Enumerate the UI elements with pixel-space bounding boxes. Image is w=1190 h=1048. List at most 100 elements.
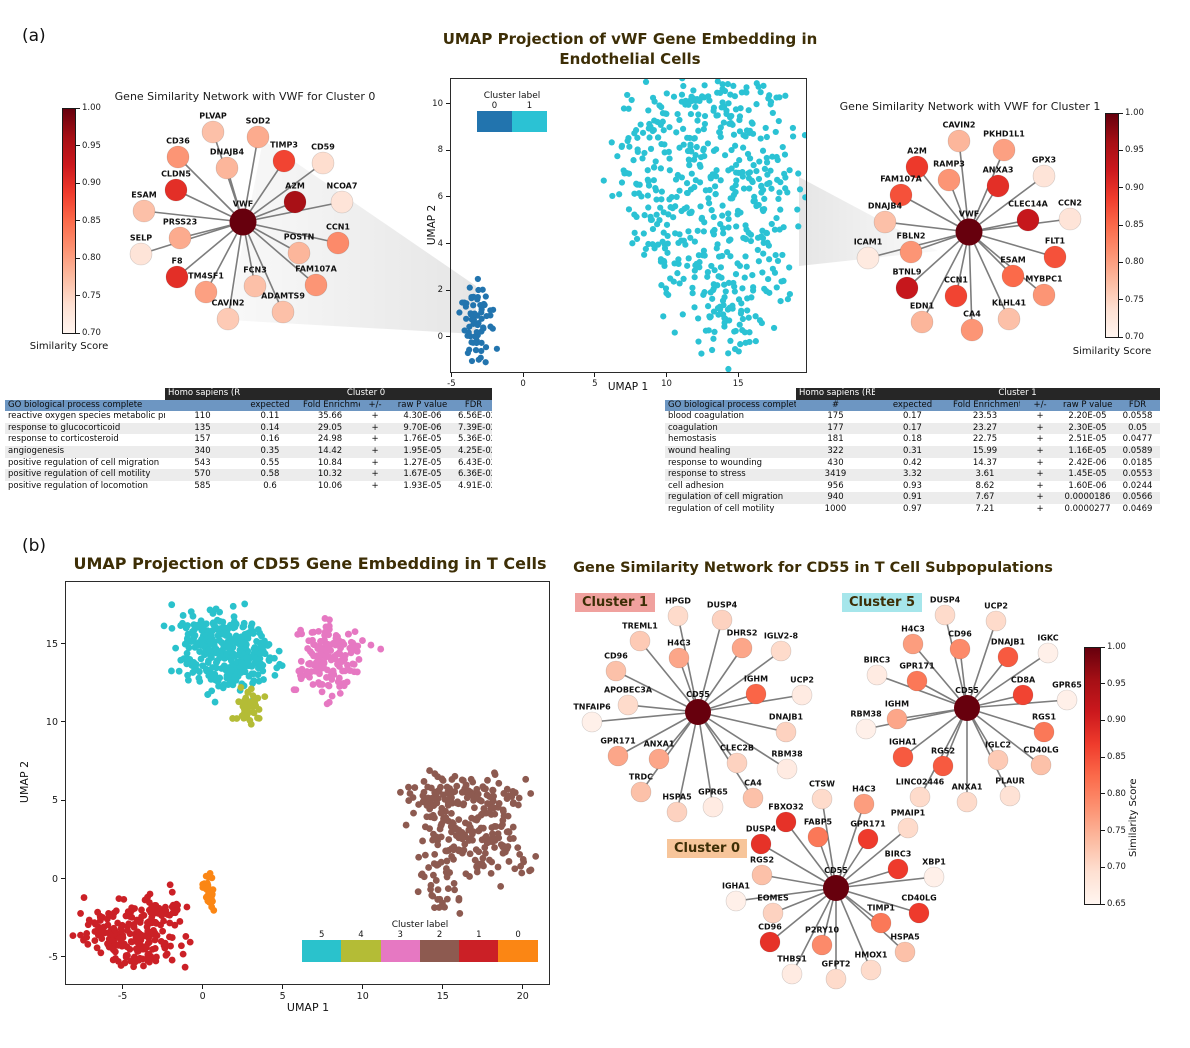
network-edge xyxy=(835,887,920,914)
gene-node xyxy=(886,708,908,730)
umap-point xyxy=(719,212,726,219)
umap-point xyxy=(714,79,721,85)
gene-node xyxy=(811,934,833,956)
umap-point xyxy=(719,81,726,88)
umap-point xyxy=(414,888,422,896)
table-column-header: +/- xyxy=(360,399,390,412)
colorbar-tick-mark xyxy=(1119,112,1123,114)
gene-node xyxy=(166,145,190,169)
gene-label: ANXA1 xyxy=(644,740,675,749)
umap-point xyxy=(105,929,113,937)
umap-point xyxy=(467,311,475,318)
umap-point xyxy=(683,204,690,211)
umap-point xyxy=(255,706,263,713)
umap-point xyxy=(766,256,773,263)
gene-label: DNAJB4 xyxy=(868,202,903,211)
gene-label: H4C3 xyxy=(901,625,925,634)
umap-point xyxy=(191,664,198,672)
gene-node xyxy=(745,683,767,705)
umap-point xyxy=(402,821,410,829)
gene-node xyxy=(895,276,919,300)
gene-label: SOD2 xyxy=(246,117,271,126)
umap-point xyxy=(645,107,652,114)
umap-point xyxy=(781,151,789,158)
umap-point xyxy=(709,295,716,302)
gene-node xyxy=(860,959,882,981)
colorbar-a-right-label: Similarity Score xyxy=(1072,346,1152,357)
umap-point xyxy=(110,924,118,932)
x-tick-mark xyxy=(594,373,596,377)
umap-point xyxy=(789,124,797,132)
umap-point xyxy=(777,298,784,305)
umap-point xyxy=(125,920,133,928)
umap-point xyxy=(487,869,495,877)
umap-point xyxy=(96,914,104,921)
gene-node xyxy=(906,670,928,692)
legend-tick-label: 0 xyxy=(491,101,498,111)
umap-point xyxy=(710,335,717,342)
gene-node xyxy=(581,711,603,733)
umap-point xyxy=(425,864,432,871)
umap-point xyxy=(631,130,638,137)
umap-point xyxy=(650,177,657,184)
umap-point xyxy=(719,99,726,106)
network-b5: CD55 DUSP4 UCP2 H4C3 CD96 DNAJB1 IGKC BIRC3 GPR1… xyxy=(850,596,1082,813)
umap-point xyxy=(749,120,756,127)
umap-point xyxy=(704,269,711,276)
umap-point xyxy=(706,186,713,194)
x-tick-label: 5 xyxy=(279,991,286,1002)
gene-label: CCN1 xyxy=(944,276,968,285)
umap-point xyxy=(628,96,635,104)
umap-point xyxy=(729,195,736,202)
gene-label: EDN1 xyxy=(910,302,935,311)
umap-point xyxy=(478,347,485,355)
umap-point xyxy=(761,205,768,213)
umap-point xyxy=(752,338,759,345)
umap-point xyxy=(777,206,784,213)
umap-point xyxy=(775,195,782,203)
network-edge xyxy=(677,615,699,713)
umap-point xyxy=(695,127,702,134)
network-edge xyxy=(785,821,837,889)
umap-point xyxy=(690,87,697,94)
gene-label: CD40LG xyxy=(1023,746,1058,755)
umap-point xyxy=(495,834,503,842)
umap-point xyxy=(482,785,489,793)
umap-point xyxy=(138,906,145,914)
umap-point xyxy=(739,285,746,292)
gene-node xyxy=(997,646,1019,668)
colorbar-tick-label: 0.95 xyxy=(1125,145,1144,156)
umap-point xyxy=(515,794,523,802)
umap-point xyxy=(468,357,476,365)
umap-point xyxy=(127,938,135,945)
umap-point xyxy=(105,941,112,949)
umap-point xyxy=(492,823,500,830)
x-tick-label: 15 xyxy=(436,991,449,1002)
umap-point xyxy=(724,248,731,256)
umap-point xyxy=(488,858,496,866)
gene-label: GFPT2 xyxy=(822,960,851,969)
network-edge xyxy=(697,711,754,799)
umap-point xyxy=(737,105,744,112)
umap-point xyxy=(232,632,240,640)
umap-point xyxy=(495,799,503,807)
y-tick-mark xyxy=(446,336,450,338)
umap-point xyxy=(719,252,726,260)
umap-point xyxy=(173,900,180,908)
umap-point xyxy=(716,128,723,136)
umap-point xyxy=(676,116,683,124)
umap-point xyxy=(786,167,793,174)
colorbar-tick-label: 0.80 xyxy=(1107,788,1126,799)
y-tick-mark xyxy=(61,878,65,880)
umap-point xyxy=(725,210,732,217)
umap-point xyxy=(207,895,215,903)
umap-point xyxy=(206,606,214,614)
gene-label: THBS1 xyxy=(777,955,807,964)
umap-point xyxy=(190,634,198,642)
network-edge xyxy=(697,711,788,770)
umap-point xyxy=(211,698,219,706)
umap-vwf-legend-swatches xyxy=(477,111,547,132)
gene-node xyxy=(944,284,968,308)
umap-point xyxy=(710,308,718,315)
